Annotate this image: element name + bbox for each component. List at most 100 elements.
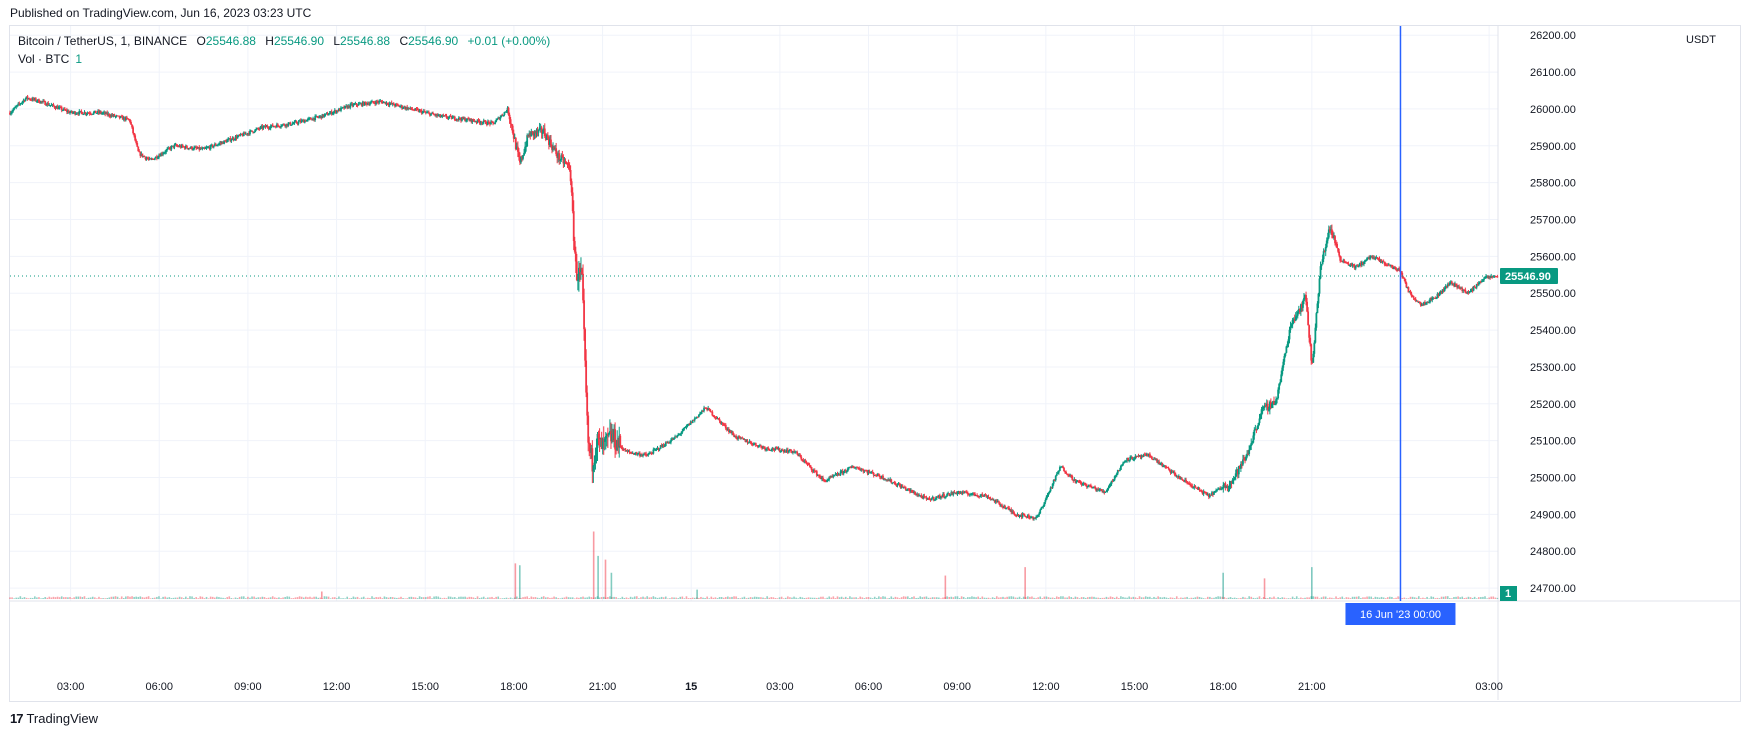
candle-body <box>289 122 292 126</box>
candle-body <box>371 101 373 103</box>
volume-bar <box>1471 597 1474 599</box>
candle-body <box>1093 486 1095 488</box>
candle-body <box>1438 293 1441 296</box>
candle-body <box>56 106 59 110</box>
volume-bar <box>267 597 270 599</box>
candle-body <box>1214 491 1216 493</box>
candle-body <box>1124 460 1126 463</box>
candle-body <box>110 114 113 117</box>
candle-body <box>793 451 795 453</box>
candle-body <box>726 429 729 431</box>
candle-body <box>1133 458 1136 460</box>
volume-bar <box>621 596 624 599</box>
volume-label[interactable]: Vol · BTC <box>18 52 70 66</box>
candle-body <box>598 438 601 440</box>
candle-body <box>356 105 359 107</box>
candle-body <box>1188 483 1191 485</box>
volume-bar <box>882 596 884 599</box>
candle-body <box>518 151 520 157</box>
candle-body <box>895 484 898 486</box>
candle-body <box>28 98 31 100</box>
candle-body <box>651 453 654 455</box>
candle-body <box>915 494 917 496</box>
candle-body <box>542 128 545 133</box>
candle-body <box>565 162 568 164</box>
candle-body <box>1347 263 1350 266</box>
volume-bar <box>1426 596 1428 599</box>
volume-bar <box>1386 597 1389 599</box>
candle-body <box>640 454 642 456</box>
candle-body <box>483 120 486 122</box>
candle-body <box>601 439 604 450</box>
candle-body <box>634 452 637 454</box>
candle-body <box>1254 429 1257 431</box>
volume-bar <box>758 597 760 599</box>
volume-bar <box>75 596 77 599</box>
candle-body <box>161 153 163 155</box>
candle-body <box>34 98 37 102</box>
volume-bar <box>673 597 675 599</box>
volume-bar <box>358 598 361 599</box>
volume-spike <box>944 575 947 599</box>
volume-bar <box>1095 597 1097 599</box>
volume-bar <box>1273 596 1275 599</box>
candle-body <box>140 153 143 156</box>
volume-bar <box>801 597 804 599</box>
candle-body <box>358 103 361 105</box>
candle-body <box>422 111 425 113</box>
candle-body <box>943 494 945 498</box>
volume-bar <box>679 596 682 599</box>
candle-body <box>300 120 303 123</box>
volume-bar <box>67 597 69 599</box>
candle-body <box>145 158 148 160</box>
candle-body <box>1248 449 1251 454</box>
candle-body <box>190 146 192 149</box>
candle-body <box>352 104 355 106</box>
volume-badge-value: 1 <box>1505 588 1511 600</box>
candle-body <box>1398 268 1401 271</box>
candle-body <box>795 451 798 453</box>
tradingview-brand[interactable]: 17 TradingView <box>10 711 98 726</box>
volume-bar <box>34 596 36 599</box>
candle-body <box>1065 471 1067 474</box>
candle-body <box>647 454 650 456</box>
candle-body <box>932 496 935 500</box>
candle-body <box>550 139 552 146</box>
candle-body <box>976 495 979 497</box>
candle-body <box>514 137 517 150</box>
volume-bar <box>1374 596 1377 599</box>
symbol-name[interactable]: Bitcoin / TetherUS, 1, BINANCE <box>18 34 188 48</box>
candle-body <box>819 475 821 478</box>
candle-body <box>926 497 929 500</box>
volume-bar <box>333 597 336 599</box>
candle-body <box>1102 490 1105 492</box>
candle-body <box>558 153 561 161</box>
candle-body <box>22 100 25 102</box>
candle-body <box>474 121 477 123</box>
candle-body <box>1434 298 1437 300</box>
candle-body <box>929 499 932 501</box>
candle-body <box>837 474 840 476</box>
candle-body <box>676 435 679 438</box>
candle-body <box>136 142 139 147</box>
candle-body <box>350 103 353 105</box>
candle-body <box>1044 500 1047 503</box>
volume-bar <box>1449 598 1451 599</box>
currency-label[interactable]: USDT <box>1686 34 1716 46</box>
candle-body <box>1486 276 1488 278</box>
candle-body <box>1123 462 1125 464</box>
volume-bar <box>315 596 317 599</box>
candle-body <box>1323 251 1326 253</box>
candle-body <box>154 156 157 159</box>
candle-body <box>438 114 441 116</box>
candle-body <box>685 425 688 428</box>
volume-bar <box>1393 598 1395 599</box>
volume-bar <box>350 597 353 599</box>
candle-body <box>1477 282 1480 285</box>
low-label: L <box>333 34 341 48</box>
candle-body <box>1104 491 1107 493</box>
candle-body <box>33 98 36 100</box>
volume-bar <box>561 597 564 599</box>
volume-bar <box>915 597 917 599</box>
